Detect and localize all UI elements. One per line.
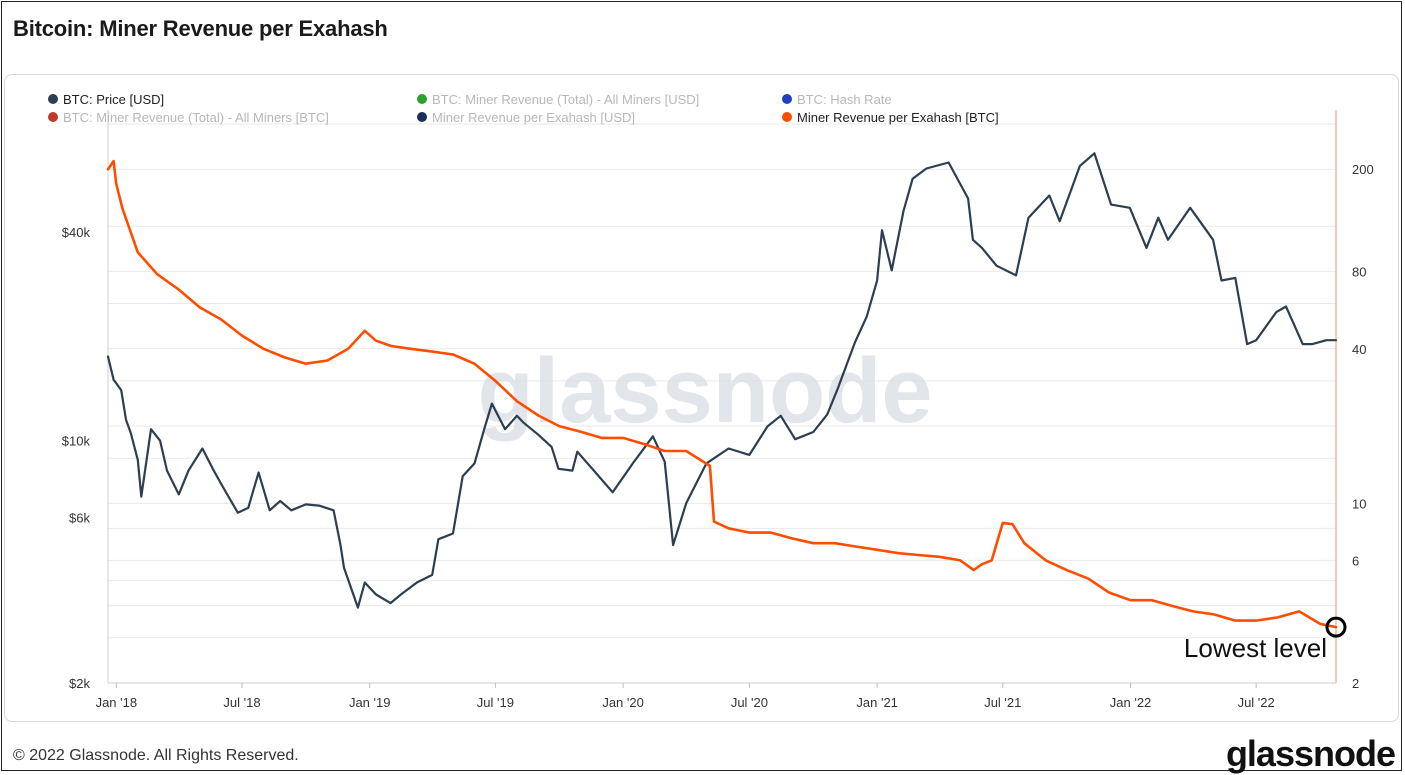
grid <box>108 123 1336 684</box>
footer-copyright: © 2022 Glassnode. All Rights Reserved. <box>13 747 299 764</box>
x-tick-label: Jan '21 <box>856 695 898 710</box>
legend-dot <box>48 94 58 104</box>
legend-dot <box>417 112 427 122</box>
x-tick-label: Jul '22 <box>1238 695 1275 710</box>
legend-label: Miner Revenue per Exahash [BTC] <box>797 110 999 125</box>
x-tick-label: Jan '20 <box>602 695 644 710</box>
legend-item[interactable]: Miner Revenue per Exahash [USD] <box>417 110 635 125</box>
x-tick-label: Jul '18 <box>223 695 260 710</box>
legend: BTC: Price [USD] BTC: Miner Revenue (Tota… <box>48 92 999 125</box>
x-tick-label: Jul '20 <box>731 695 768 710</box>
series-line-revenue-per-exahash-btc <box>106 159 1338 629</box>
y-left-tick-label: $40k <box>62 225 91 240</box>
x-tick-label: Jul '21 <box>984 695 1021 710</box>
legend-label: BTC: Miner Revenue (Total) - All Miners … <box>432 92 699 107</box>
legend-dot <box>48 112 58 122</box>
x-tick-label: Jan '22 <box>1110 695 1152 710</box>
legend-item[interactable]: BTC: Miner Revenue (Total) - All Miners … <box>417 92 699 107</box>
y-right-tick-label: 40 <box>1352 342 1366 357</box>
legend-dot <box>782 112 792 122</box>
x-tick-label: Jan '19 <box>349 695 391 710</box>
legend-item[interactable]: BTC: Price [USD] <box>48 92 164 107</box>
series-line-price <box>106 152 1338 609</box>
legend-dot <box>417 94 427 104</box>
annotations: Lowest level <box>1184 616 1347 663</box>
legend-item[interactable]: BTC: Miner Revenue (Total) - All Miners … <box>48 110 329 125</box>
legend-dot <box>782 94 792 104</box>
page-title: Bitcoin: Miner Revenue per Exahash <box>13 16 388 41</box>
y-right-tick-label: 200 <box>1352 162 1374 177</box>
legend-label: Miner Revenue per Exahash [USD] <box>432 110 635 125</box>
y-right-tick-label: 6 <box>1352 553 1359 568</box>
legend-label: BTC: Price [USD] <box>63 92 164 107</box>
chart-card <box>4 74 1399 722</box>
footer-logo[interactable]: glassnode <box>1225 733 1396 774</box>
legend-label: BTC: Hash Rate <box>797 92 892 107</box>
series <box>106 152 1338 629</box>
watermark: glassnode <box>477 340 932 442</box>
x-tick-label: Jul '19 <box>477 695 514 710</box>
legend-label: BTC: Miner Revenue (Total) - All Miners … <box>63 110 329 125</box>
y-left-tick-label: $10k <box>62 434 91 449</box>
axes: Jan '18 Jul '18 Jan '19 Jul '19 Jan '20 Jul '… <box>62 110 1374 710</box>
y-left-tick-label: $2k <box>69 676 90 691</box>
x-tick-label: Jan '18 <box>96 695 138 710</box>
y-right-tick-label: 80 <box>1352 264 1366 279</box>
y-right-tick-label: 10 <box>1352 496 1366 511</box>
legend-item[interactable]: BTC: Hash Rate <box>782 92 892 107</box>
lowest-level-marker <box>1325 616 1347 638</box>
legend-item[interactable]: Miner Revenue per Exahash [BTC] <box>782 110 999 125</box>
y-right-tick-label: 2 <box>1352 676 1359 691</box>
y-left-tick-label: $6k <box>69 511 90 526</box>
annotation-label: Lowest level <box>1184 633 1327 663</box>
